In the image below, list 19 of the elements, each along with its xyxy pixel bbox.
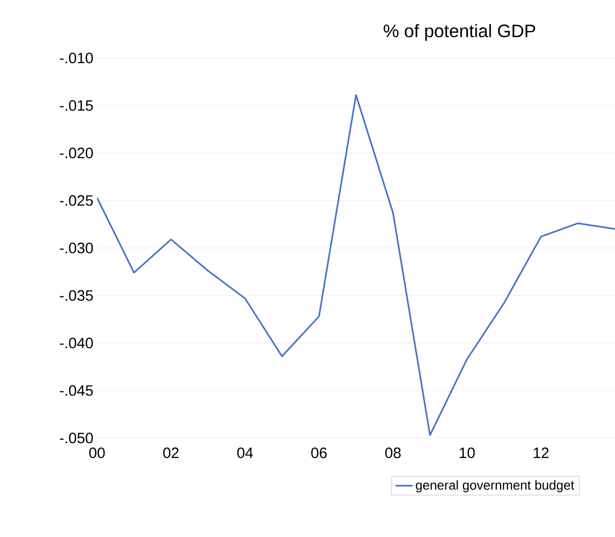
y-tick-label: -.045 <box>60 385 93 396</box>
y-tick-label: -.015 <box>60 100 93 111</box>
x-tick-label: 08 <box>385 448 401 458</box>
line-series <box>97 94 615 436</box>
y-tick-label: -.025 <box>60 195 93 206</box>
y-tick-label: -.040 <box>60 338 93 348</box>
y-tick-label: -.030 <box>60 242 93 254</box>
x-tick-label: 12 <box>534 448 549 458</box>
x-tick-label: 04 <box>237 448 253 458</box>
x-tick-label: 02 <box>163 448 179 458</box>
x-tick-label: 06 <box>311 448 327 458</box>
chart-title: % of potential GDP <box>384 24 536 41</box>
y-tick-label: -.050 <box>60 432 93 444</box>
y-tick-label: -.035 <box>60 290 93 301</box>
y-tick-label: -.010 <box>60 52 93 64</box>
x-tick-label: 10 <box>460 448 475 458</box>
x-tick-label: 00 <box>89 448 105 458</box>
y-tick-label: -.020 <box>60 148 93 158</box>
legend-label: general government budget <box>416 480 574 492</box>
